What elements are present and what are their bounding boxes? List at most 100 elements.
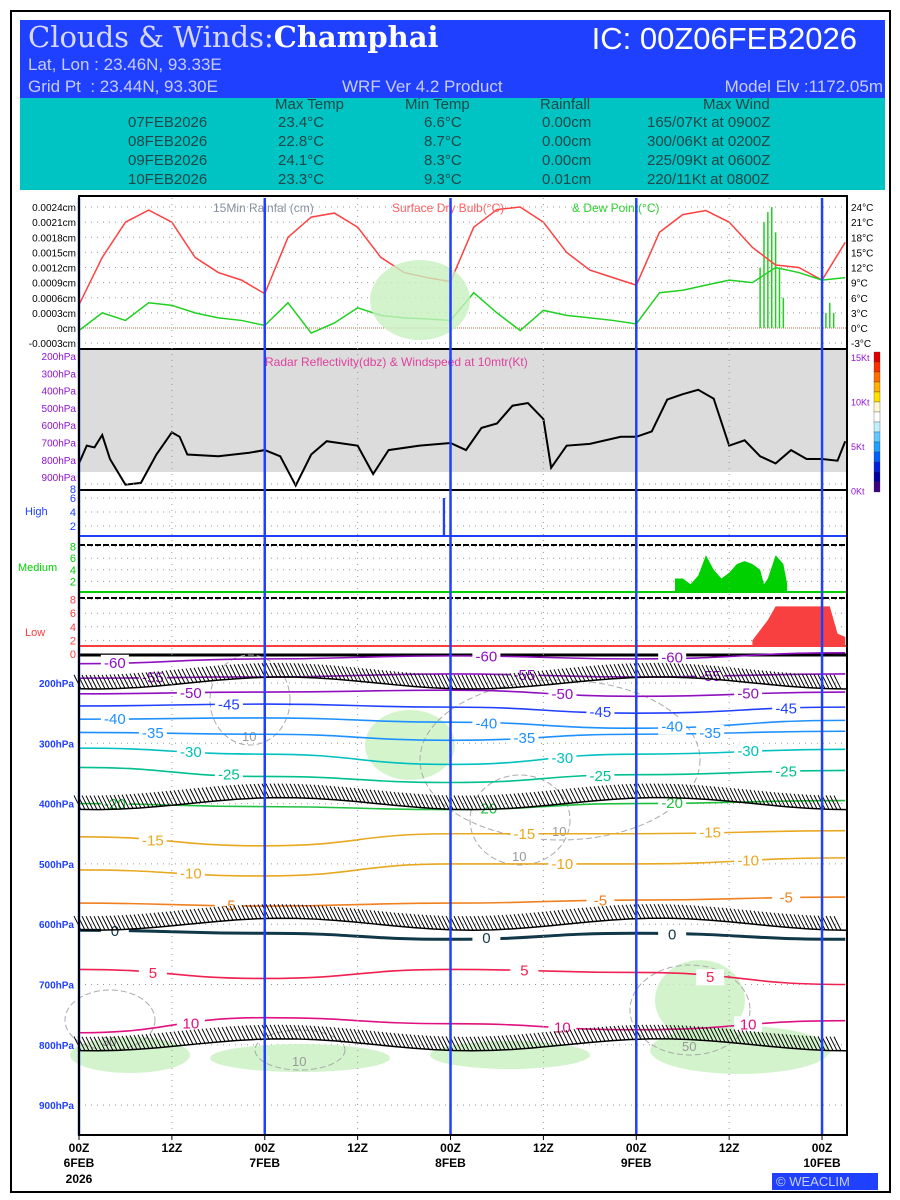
label-bg: [734, 685, 763, 702]
wind-barb: [685, 1025, 694, 1040]
pressure-tick: 600hPa: [42, 421, 77, 432]
wind-barb: [441, 915, 450, 931]
wind-barb: [565, 909, 574, 924]
wind-barb: [581, 907, 590, 923]
wind-barb: [489, 674, 498, 689]
wind-barb: [593, 665, 602, 680]
rain-tick: 0.0012cm: [32, 264, 76, 275]
wind-barb: [505, 914, 514, 930]
wind-barb: [225, 905, 234, 921]
wind-barb: [789, 793, 798, 808]
wind-barb: [149, 912, 158, 928]
wind-barb: [145, 672, 154, 687]
wind-barb: [833, 674, 842, 690]
label-bg: [176, 743, 205, 760]
wind-barb: [129, 914, 138, 929]
wind-barb: [441, 1036, 450, 1051]
wind-barb: [301, 783, 310, 799]
wind-barb: [265, 1024, 274, 1040]
wind-barb: [153, 671, 162, 686]
wind-barb: [625, 783, 634, 799]
label-bg: [472, 800, 501, 817]
label-bg: [734, 743, 763, 760]
rh-label: 10: [512, 849, 526, 864]
wind-barb: [685, 663, 694, 679]
wind-barb: [689, 1025, 698, 1041]
wind-barb: [737, 788, 746, 803]
wind-barb: [777, 792, 786, 807]
wind-barb: [137, 913, 146, 929]
wind-barb: [781, 672, 790, 687]
wind-barb: [145, 1033, 154, 1049]
wind-barb: [109, 915, 118, 930]
colorbar-swatch: [873, 411, 881, 423]
wind-barb: [453, 915, 462, 931]
wind-barb: [101, 674, 110, 690]
wind-barb: [421, 1035, 430, 1050]
wind-barb: [97, 915, 106, 931]
cloud-tick: 4: [70, 565, 76, 577]
wind-barb: [529, 792, 538, 807]
wind-barb: [637, 783, 646, 799]
wind-barb: [429, 794, 438, 809]
wind-barb: [649, 1024, 658, 1040]
wind-barb: [681, 663, 690, 678]
outer-frame: [10, 10, 891, 1193]
wind-barb: [729, 1028, 738, 1044]
label-bg: [548, 855, 577, 872]
wind-barb: [681, 904, 690, 920]
rain-tick: 0.0003cm: [32, 309, 76, 320]
summary-max: 22.8°C: [278, 133, 325, 150]
rain-tick: 0.0018cm: [32, 233, 76, 244]
wind-barb: [393, 912, 402, 927]
label-bg: [696, 969, 725, 986]
wind-barb: [809, 915, 818, 930]
temp-title: Surface Dry Bulb(°C): [392, 201, 504, 215]
wind-barb: [725, 787, 734, 802]
wind-barb: [589, 1027, 598, 1043]
model-elevation: Model Elv :1172.05m: [724, 77, 883, 96]
wind-barb: [417, 673, 426, 688]
cloud-tick: 6: [70, 608, 76, 620]
wind-barb: [253, 904, 262, 919]
wind-barb: [801, 1035, 810, 1050]
wind-barb: [657, 662, 666, 678]
wind-barb: [693, 664, 702, 679]
cloud-shading: [370, 260, 470, 340]
wind-barb: [321, 664, 330, 679]
wind-barb: [425, 1035, 434, 1050]
wind-barb-shaft: [78, 796, 848, 811]
isotherm-line: [78, 896, 846, 907]
wind-barb: [125, 914, 134, 930]
wind-barb: [701, 1026, 710, 1041]
cloud-tick: 8: [70, 542, 76, 554]
wind-barb: [429, 1035, 438, 1051]
wind-barb: [685, 784, 694, 799]
wind-barb: [241, 784, 250, 799]
wind-barb: [809, 1035, 818, 1051]
wind-barb: [485, 915, 494, 931]
label-bg: [586, 892, 615, 909]
wind-barb: [673, 663, 682, 678]
wind-barb: [453, 1036, 462, 1051]
wind-barb: [129, 793, 138, 809]
x-tick-date: 8FEB: [435, 1156, 466, 1170]
wind-barb: [621, 1025, 630, 1040]
wind-barb: [637, 1024, 646, 1040]
wind-barb: [477, 795, 486, 810]
wind-barb: [337, 906, 346, 922]
wind-barb: [805, 673, 814, 689]
wind-barb: [429, 673, 438, 689]
wind-barb: [769, 1032, 778, 1048]
wind-barb: [85, 1036, 94, 1052]
wind-barb: [141, 793, 150, 808]
label-bg: [586, 768, 615, 785]
wind-barb-shaft: [78, 917, 848, 931]
col-max-wind: Max Wind: [703, 96, 770, 113]
wind-barb: [101, 795, 110, 810]
wind-barb: [297, 904, 306, 919]
wind-barb: [797, 673, 806, 688]
wind-barb: [305, 904, 314, 920]
wind-barb: [773, 671, 782, 686]
